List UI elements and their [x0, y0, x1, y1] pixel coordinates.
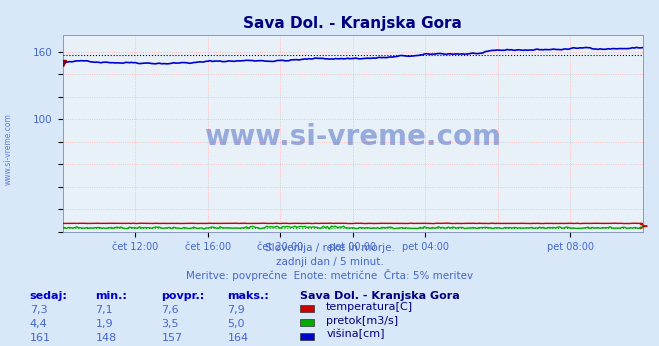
Text: višina[cm]: višina[cm] [326, 329, 385, 339]
Text: Meritve: povprečne  Enote: metrične  Črta: 5% meritev: Meritve: povprečne Enote: metrične Črta:… [186, 268, 473, 281]
Text: maks.:: maks.: [227, 291, 269, 301]
Text: www.si-vreme.com: www.si-vreme.com [3, 113, 13, 185]
Text: 7,3: 7,3 [30, 305, 47, 315]
Text: 161: 161 [30, 333, 51, 343]
Text: 164: 164 [227, 333, 248, 343]
Text: Sava Dol. - Kranjska Gora: Sava Dol. - Kranjska Gora [300, 291, 459, 301]
Title: Sava Dol. - Kranjska Gora: Sava Dol. - Kranjska Gora [243, 16, 462, 31]
Text: povpr.:: povpr.: [161, 291, 205, 301]
Text: 7,1: 7,1 [96, 305, 113, 315]
Text: pretok[m3/s]: pretok[m3/s] [326, 316, 398, 326]
Text: temperatura[C]: temperatura[C] [326, 302, 413, 312]
Text: www.si-vreme.com: www.si-vreme.com [204, 123, 501, 151]
Text: 7,6: 7,6 [161, 305, 179, 315]
Text: 4,4: 4,4 [30, 319, 47, 329]
Text: 148: 148 [96, 333, 117, 343]
Text: zadnji dan / 5 minut.: zadnji dan / 5 minut. [275, 257, 384, 267]
Text: min.:: min.: [96, 291, 127, 301]
Text: Slovenija / reke in morje.: Slovenija / reke in morje. [264, 243, 395, 253]
Text: sedaj:: sedaj: [30, 291, 67, 301]
Text: 1,9: 1,9 [96, 319, 113, 329]
Text: 157: 157 [161, 333, 183, 343]
Text: 7,9: 7,9 [227, 305, 245, 315]
Text: 3,5: 3,5 [161, 319, 179, 329]
Text: 5,0: 5,0 [227, 319, 245, 329]
